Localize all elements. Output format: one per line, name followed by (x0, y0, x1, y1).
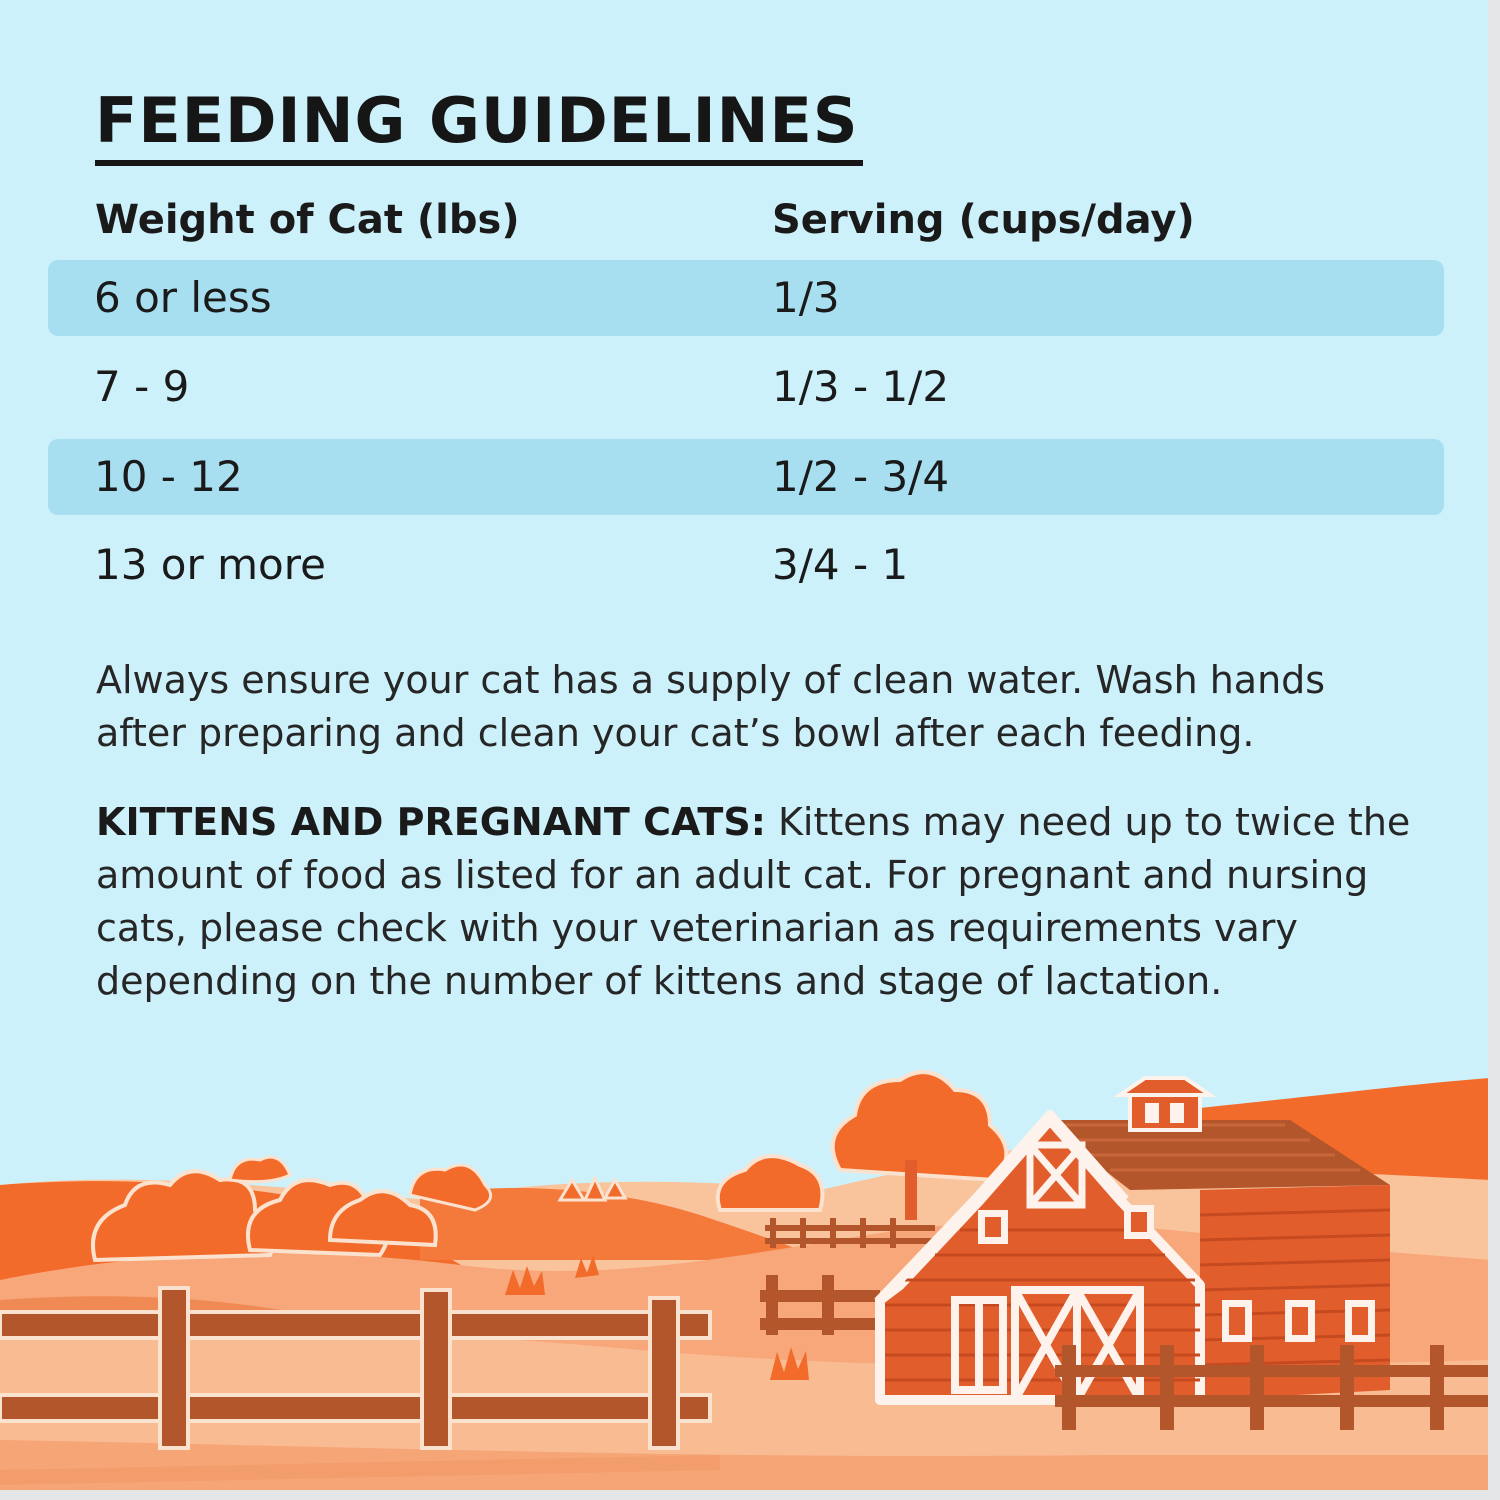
column-header-serving: Serving (cups/day) (772, 197, 1195, 243)
weight-cell: 13 or more (94, 540, 326, 589)
water-note: Always ensure your cat has a supply of c… (96, 658, 1326, 755)
weight-cell: 6 or less (94, 273, 272, 322)
weight-cell: 7 - 9 (94, 362, 190, 411)
side-fence (760, 1275, 880, 1335)
tree-right (715, 1070, 1009, 1220)
table-row: 6 or less 1/3 (48, 260, 1444, 336)
foreground-fence (0, 1286, 712, 1450)
weight-cell: 10 - 12 (94, 452, 243, 501)
hayloft-door (1026, 1141, 1086, 1209)
bottom-frame-edge (0, 1490, 1500, 1500)
orange-hill-mid (420, 1187, 830, 1260)
kittens-note-label: KITTENS AND PREGNANT CATS: (96, 800, 766, 844)
serving-cell: 1/3 - 1/2 (772, 362, 950, 411)
table-row: 13 or more 3/4 - 1 (48, 527, 1444, 603)
right-frame-edge (1488, 0, 1500, 1500)
bush-cluster-left (91, 1169, 438, 1263)
farm-scene-barn-fence-hills-icon (0, 1070, 1490, 1490)
table-row: 7 - 9 1/3 - 1/2 (48, 349, 1444, 425)
serving-cell: 3/4 - 1 (772, 540, 909, 589)
fence-shadows (0, 1455, 720, 1485)
cupola (1113, 1076, 1217, 1097)
kittens-note: KITTENS AND PREGNANT CATS: Kittens may n… (96, 796, 1426, 1008)
kittens-note-text: Kittens may need up to twice the amount … (96, 800, 1411, 1003)
right-fence (1055, 1345, 1490, 1430)
page-title: FEEDING GUIDELINES (95, 84, 859, 157)
grass-tufts (505, 1255, 809, 1380)
tree-left (228, 1155, 628, 1212)
column-header-weight: Weight of Cat (lbs) (95, 197, 520, 243)
title-underline (95, 160, 863, 166)
table-row: 10 - 12 1/2 - 3/4 (48, 439, 1444, 515)
back-fence (765, 1218, 935, 1248)
barn-front-windows (978, 1205, 1154, 1244)
serving-cell: 1/2 - 3/4 (772, 452, 950, 501)
serving-cell: 1/3 (772, 273, 840, 322)
